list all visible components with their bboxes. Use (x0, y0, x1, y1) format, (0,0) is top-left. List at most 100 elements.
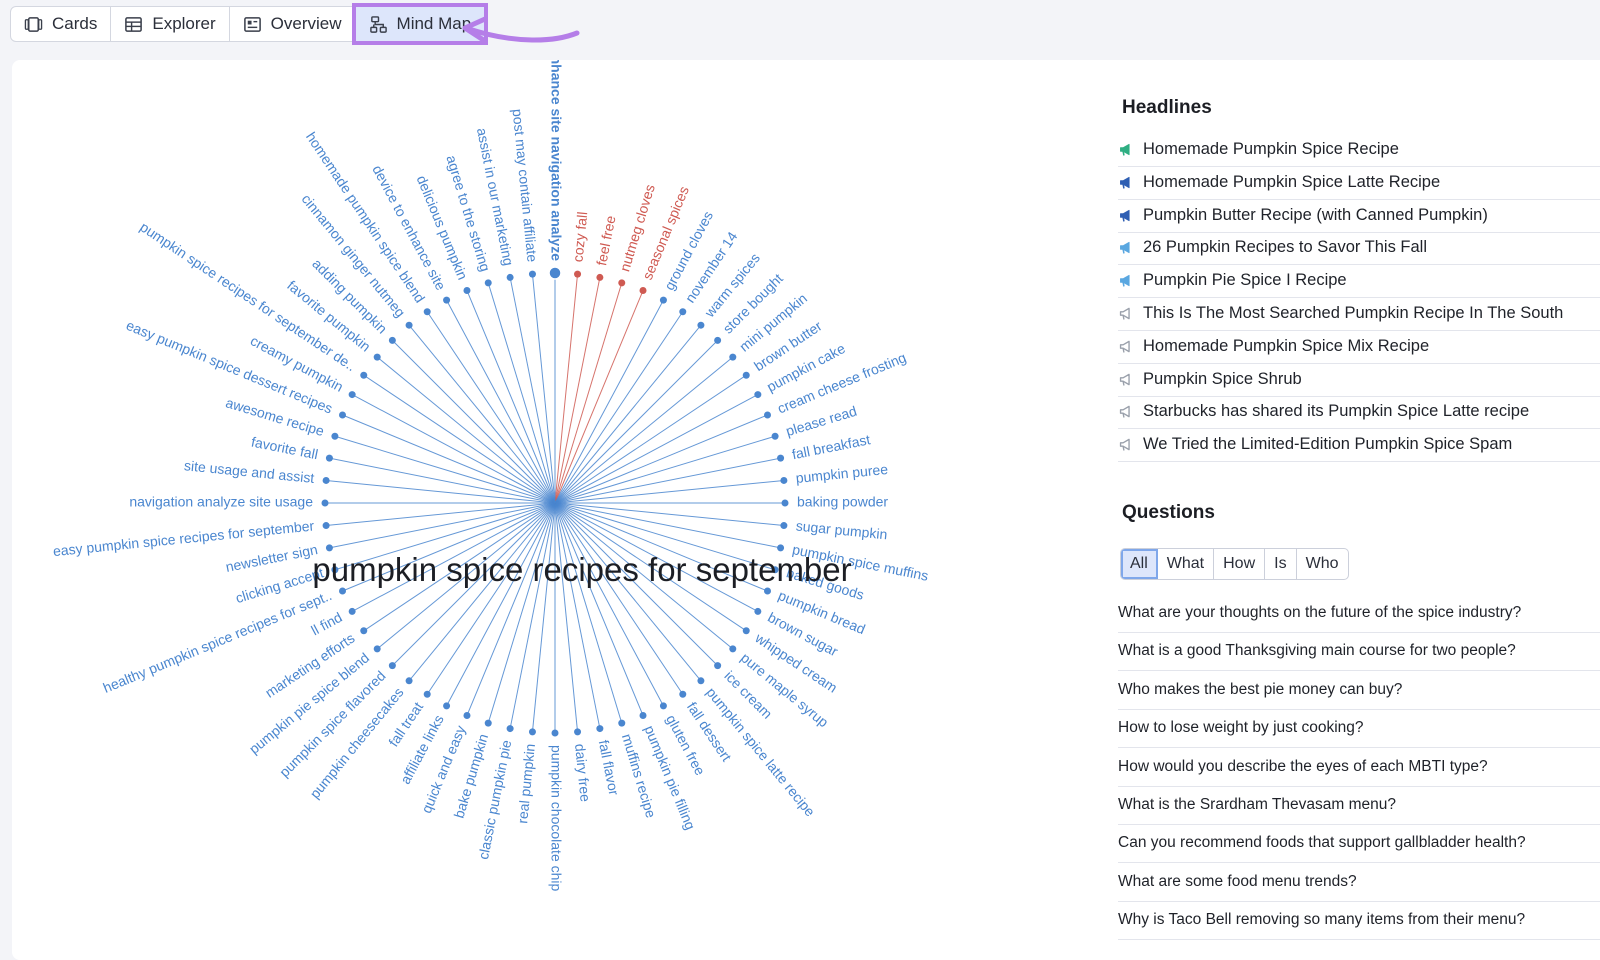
mind-map-node[interactable] (754, 607, 762, 615)
mind-map-node[interactable] (729, 353, 737, 361)
mind-map-node[interactable] (763, 587, 771, 595)
mind-map-node[interactable] (423, 308, 431, 316)
mind-map-node[interactable] (348, 391, 356, 399)
mind-map-node[interactable] (484, 719, 492, 727)
tab-mind-map[interactable]: Mind Map (351, 3, 489, 45)
mind-map-node-label[interactable]: ll find (308, 609, 344, 639)
mind-map-node[interactable] (463, 711, 471, 719)
question-item[interactable]: Why is Taco Bell removing so many items … (1118, 901, 1600, 941)
mind-map-node[interactable] (697, 677, 705, 685)
mind-map-node[interactable] (325, 454, 333, 462)
mind-map-node[interactable] (551, 729, 559, 737)
mind-map-node[interactable] (781, 499, 789, 507)
filter-what[interactable]: What (1158, 549, 1215, 579)
mind-map-node-label[interactable]: enhance site navigation analyze (548, 60, 564, 261)
mind-map-node[interactable] (754, 391, 762, 399)
filter-who[interactable]: Who (1305, 555, 1339, 572)
mind-map-node[interactable] (780, 522, 788, 530)
mind-map-node[interactable] (729, 645, 737, 653)
mind-map-node[interactable] (373, 645, 381, 653)
mind-map-node-label[interactable]: feel free (593, 214, 619, 267)
filter-is[interactable]: Is (1265, 549, 1297, 579)
headline-item[interactable]: Homemade Pumpkin Spice Latte Recipe (1118, 166, 1600, 200)
mind-map-node-label[interactable]: favorite fall (250, 433, 320, 462)
mind-map-node[interactable] (780, 476, 788, 484)
mind-map-node[interactable] (388, 336, 396, 344)
question-item[interactable]: How to lose weight by just cooking? (1118, 709, 1600, 749)
mind-map-node[interactable] (484, 279, 492, 287)
mind-map-node[interactable] (771, 432, 779, 440)
mind-map-node-label[interactable]: fall flavor (596, 739, 623, 797)
headline-item[interactable]: Homemade Pumpkin Spice Mix Recipe (1118, 330, 1600, 364)
mind-map-node[interactable] (679, 690, 687, 698)
mind-map-node[interactable] (596, 725, 604, 733)
question-item[interactable]: Who makes the best pie money can buy? (1118, 671, 1600, 710)
mind-map-node[interactable] (697, 321, 705, 329)
mind-map-node[interactable] (506, 725, 514, 733)
mind-map-node[interactable] (777, 544, 785, 552)
mind-map-node[interactable] (423, 690, 431, 698)
mind-map-node[interactable] (742, 627, 750, 635)
mind-map-node[interactable] (339, 411, 347, 419)
mind-map-node[interactable] (639, 711, 647, 719)
mind-map-node-label[interactable]: baking powder (797, 494, 888, 510)
mind-map-node[interactable] (506, 273, 514, 281)
mind-map-node[interactable] (528, 728, 536, 736)
headline-item[interactable]: This Is The Most Searched Pumpkin Recipe… (1118, 297, 1600, 331)
mind-map-node[interactable] (659, 702, 667, 710)
mind-map-node[interactable] (463, 287, 471, 295)
tab-overview[interactable]: Overview (230, 7, 356, 41)
mind-map-node[interactable] (348, 607, 356, 615)
mind-map-node[interactable] (659, 296, 667, 304)
mind-map-node[interactable] (321, 499, 329, 507)
mind-map-node[interactable] (618, 279, 626, 287)
tab-cards[interactable]: Cards (11, 7, 112, 41)
mind-map-node-label[interactable]: sugar pumpkin (795, 517, 888, 542)
mind-map-node[interactable] (574, 728, 582, 736)
mind-map-node[interactable] (322, 476, 330, 484)
mind-map-node-label[interactable]: fall breakfast (791, 431, 872, 462)
mind-map-node-label[interactable]: site usage and assist (183, 457, 315, 486)
question-item[interactable]: What are some food menu trends? (1118, 863, 1600, 902)
mind-map-node[interactable] (331, 566, 339, 574)
question-item[interactable]: What is the Srardham Thevasam menu? (1118, 786, 1600, 825)
headline-item[interactable]: Homemade Pumpkin Spice Recipe (1118, 133, 1600, 167)
mind-map-node[interactable] (373, 353, 381, 361)
mind-map-node[interactable] (771, 566, 779, 574)
mind-map-node[interactable] (596, 273, 604, 281)
question-item[interactable]: How would you describe the eyes of each … (1118, 748, 1600, 787)
mind-map-node[interactable] (360, 371, 368, 379)
question-item[interactable]: What are your thoughts on the future of … (1118, 594, 1600, 633)
mind-map-node-label[interactable]: pumpkin chocolate chip (548, 745, 564, 892)
mind-map-node-label[interactable]: real pumpkin (514, 743, 538, 824)
mind-map-node[interactable] (679, 308, 687, 316)
mind-map-node[interactable] (388, 662, 396, 670)
headline-item[interactable]: Pumpkin Spice Shrub (1118, 363, 1600, 397)
mind-map-node[interactable] (322, 522, 330, 530)
mind-map-node[interactable] (325, 544, 333, 552)
mind-map-node[interactable] (405, 321, 413, 329)
question-item[interactable]: Can you recommend foods that support gal… (1118, 824, 1600, 864)
mind-map-node[interactable] (714, 336, 722, 344)
headline-item[interactable]: Pumpkin Butter Recipe (with Canned Pumpk… (1118, 199, 1600, 233)
mind-map-node[interactable] (742, 371, 750, 379)
mind-map-node[interactable] (574, 270, 582, 278)
mind-map-node[interactable] (763, 411, 771, 419)
tab-explorer[interactable]: Explorer (111, 7, 230, 41)
question-item[interactable]: What is a good Thanksgiving main course … (1118, 632, 1600, 672)
filter-all[interactable]: All (1121, 549, 1158, 579)
headline-item[interactable]: 26 Pumpkin Recipes to Savor This Fall (1118, 231, 1600, 266)
mind-map-node[interactable] (528, 270, 536, 278)
mind-map-node[interactable] (548, 266, 562, 280)
headline-item[interactable]: We Tried the Limited-Edition Pumpkin Spi… (1118, 428, 1600, 463)
mind-map-node[interactable] (339, 587, 347, 595)
headline-item[interactable]: Starbucks has shared its Pumpkin Spice L… (1118, 395, 1600, 430)
filter-how[interactable]: How (1214, 549, 1266, 579)
mind-map-node-label[interactable]: pumpkin puree (795, 461, 889, 486)
mind-map-node[interactable] (714, 662, 722, 670)
mind-map-node[interactable] (639, 287, 647, 295)
mind-map-node[interactable] (443, 296, 451, 304)
mind-map-node[interactable] (360, 627, 368, 635)
mind-map-node-label[interactable]: navigation analyze site usage (129, 494, 313, 510)
mind-map-node[interactable] (331, 432, 339, 440)
